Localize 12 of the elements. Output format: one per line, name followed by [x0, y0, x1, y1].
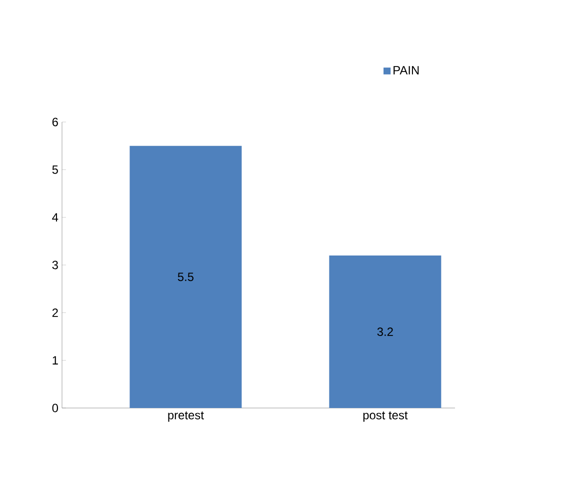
y-tick-label: 1: [52, 356, 58, 364]
data-label: 3.2: [377, 328, 393, 336]
y-tick-label: 2: [52, 308, 58, 317]
y-tick-label: 4: [52, 213, 58, 222]
x-tick-label: post test: [363, 412, 408, 422]
y-tick-label: 6: [52, 118, 58, 126]
x-tick-label: pretest: [168, 412, 204, 422]
y-tick-label: 3: [52, 260, 58, 270]
y-tick-label: 5: [52, 166, 58, 174]
legend-label: PAIN: [394, 66, 419, 74]
data-label: 5.5: [178, 272, 194, 282]
y-tick-label: 0: [52, 404, 58, 412]
